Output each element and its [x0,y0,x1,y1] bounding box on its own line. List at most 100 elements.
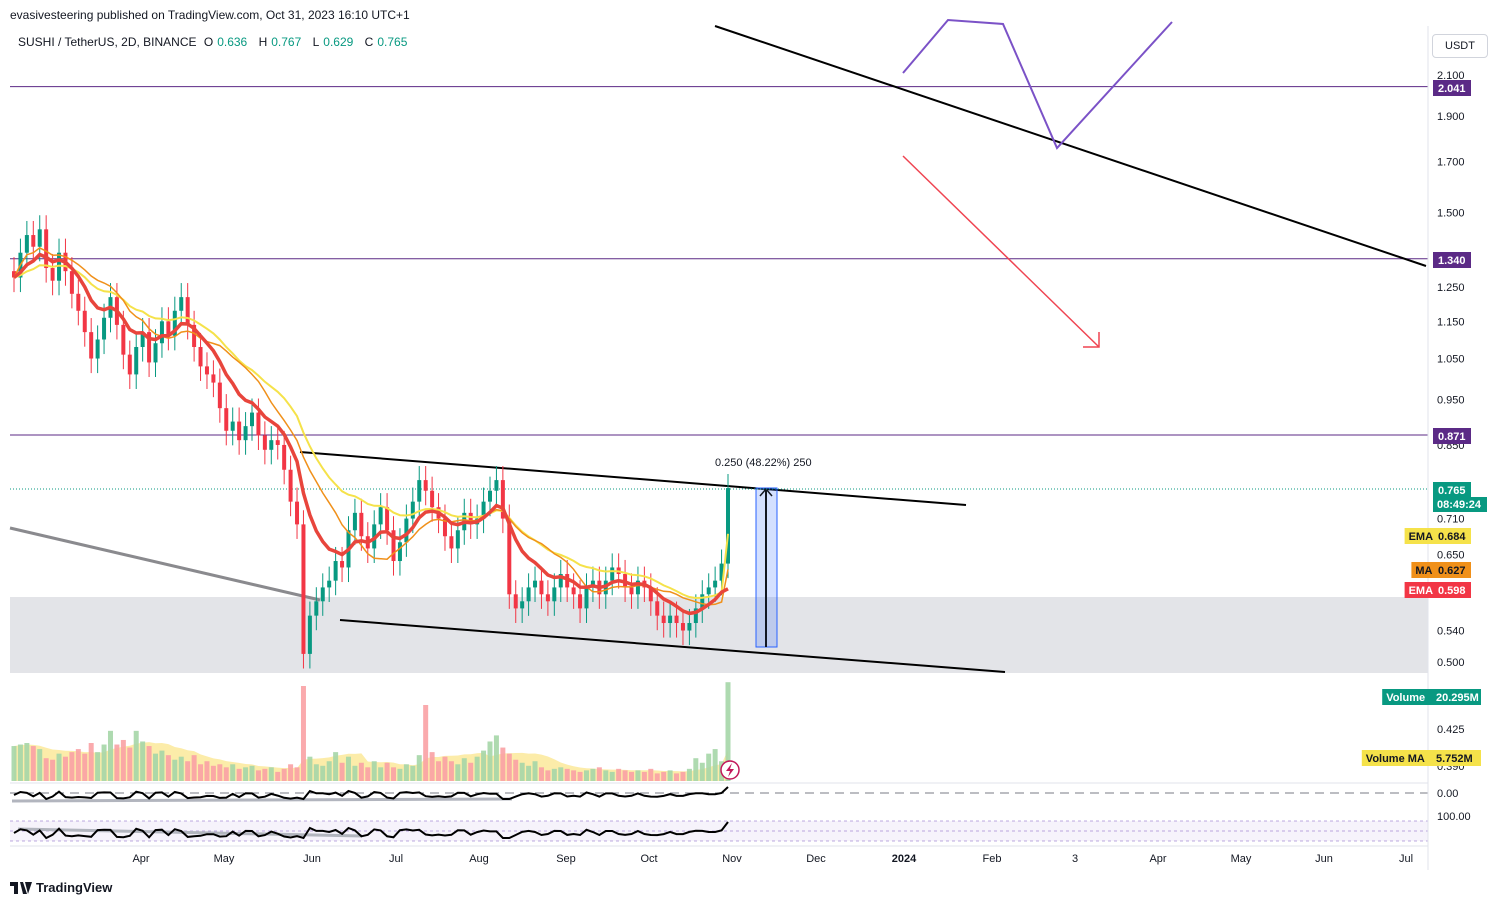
candle-body[interactable] [179,297,184,311]
candle-body[interactable] [50,268,55,281]
candle-body[interactable] [449,536,454,549]
candle-body[interactable] [76,293,81,311]
candle-body[interactable] [352,512,357,531]
candle-body[interactable] [159,321,164,344]
candle-body[interactable] [648,587,653,602]
alert-icon[interactable] [720,760,740,780]
candle-body[interactable] [121,324,126,355]
candle-body[interactable] [687,623,692,631]
candle-body[interactable] [726,488,730,564]
candle-body[interactable] [571,587,576,595]
candle-body[interactable] [147,332,152,363]
candle-body[interactable] [269,440,274,450]
candle-body[interactable] [127,354,132,375]
candle-body[interactable] [172,310,177,336]
candle-body[interactable] [24,235,29,253]
candle-body[interactable] [69,271,74,294]
candle-body[interactable] [520,601,525,609]
candle-body[interactable] [12,271,16,278]
candle-body[interactable] [95,339,100,359]
currency-button[interactable]: USDT [1432,34,1488,58]
candle-body[interactable] [700,594,705,609]
candle-body[interactable] [250,412,254,427]
candle-body[interactable] [719,563,724,581]
candle-body[interactable] [423,480,428,491]
candle-body[interactable] [166,321,171,336]
candle-body[interactable] [693,608,698,624]
candle-body[interactable] [57,252,62,281]
candle-body[interactable] [275,440,280,445]
candle-body[interactable] [140,332,145,347]
time-axis[interactable]: Apr May Jun Jul Aug Sep Oct Nov Dec 2024 Feb 3 Apr Ma… [132,853,1413,865]
candle-body[interactable] [217,382,222,409]
candle-body[interactable] [198,346,203,367]
candle-body[interactable] [256,412,261,436]
candle-body[interactable] [494,480,499,491]
candle-body[interactable] [378,507,383,525]
candle-body[interactable] [192,324,197,347]
candle-body[interactable] [539,580,544,595]
candle-body[interactable] [507,518,512,595]
candle-body[interactable] [153,343,158,363]
candle-body[interactable] [295,501,300,525]
candle-body[interactable] [320,587,325,602]
candle-body[interactable] [314,601,319,616]
candle-body[interactable] [211,374,216,383]
candle-body[interactable] [385,507,390,531]
candle-body[interactable] [680,623,685,631]
candle-body[interactable] [706,587,711,595]
symbol-title[interactable]: SUSHI / TetherUS, 2D, BINANCE [18,35,197,49]
candle-body[interactable] [230,421,235,431]
drawings[interactable]: 0.250 (48.22%) 250 [9,18,1427,673]
candle-body[interactable] [500,480,505,519]
candle-body[interactable] [635,580,640,595]
candle-body[interactable] [359,512,364,537]
candle-body[interactable] [410,501,415,519]
candle-body[interactable] [481,501,486,519]
candle-body[interactable] [468,512,473,525]
candle-body[interactable] [552,587,557,602]
candle-body[interactable] [533,580,538,588]
candle-body[interactable] [674,615,679,624]
candle-body[interactable] [243,426,248,441]
tradingview-logo[interactable]: TradingView [10,880,112,895]
candle-body[interactable] [404,518,409,543]
candle-body[interactable] [655,601,660,616]
candle-body[interactable] [82,310,87,333]
candle-body[interactable] [224,408,229,431]
candle-body[interactable] [610,567,615,581]
candle-body[interactable] [668,615,673,624]
horizontal-levels[interactable] [10,86,1428,436]
candle-body[interactable] [327,580,332,588]
candle-body[interactable] [307,615,312,654]
candle-body[interactable] [526,587,531,602]
candle-body[interactable] [455,530,460,549]
candle-body[interactable] [488,490,492,502]
candle-body[interactable] [442,518,447,537]
candle-body[interactable] [558,574,563,588]
candle-body[interactable] [262,435,267,450]
candle-body[interactable] [31,235,36,247]
candle-body[interactable] [44,229,49,269]
candle-body[interactable] [397,542,402,562]
candle-body[interactable] [282,444,287,470]
candle-body[interactable] [584,587,589,609]
candle-body[interactable] [185,297,190,325]
candle-body[interactable] [578,594,583,609]
candle-body[interactable] [661,615,666,624]
candle-body[interactable] [301,524,306,654]
candle-body[interactable] [391,530,396,562]
candle-body[interactable] [134,346,139,375]
candle-body[interactable] [89,332,94,359]
candle-body[interactable] [545,594,550,602]
candle-body[interactable] [629,587,634,595]
price-axis[interactable]: 2.100 1.900 1.700 1.500 1.250 1.150 1.050 0.950… [1437,70,1465,773]
candle-body[interactable] [102,317,107,340]
candle-body[interactable] [204,366,209,375]
candle-body[interactable] [237,421,242,441]
candle-body[interactable] [288,469,293,502]
candle-body[interactable] [340,561,345,568]
candle-body[interactable] [713,580,718,588]
candle-body[interactable] [417,480,422,502]
